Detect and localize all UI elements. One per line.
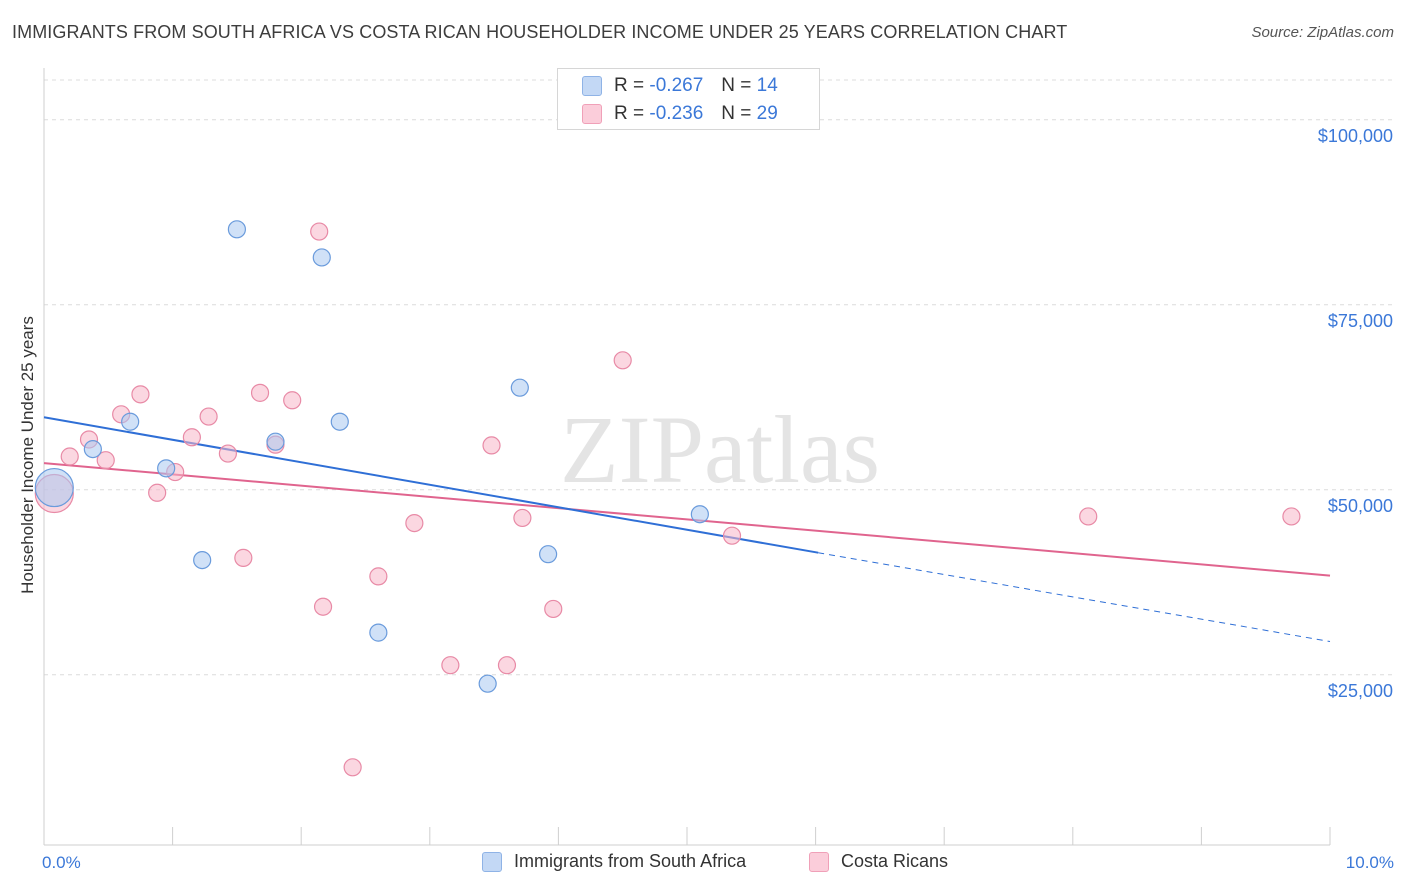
point-costa-ricans — [131, 385, 150, 404]
legend-n-value: 29 — [756, 103, 778, 124]
point-south-africa — [157, 459, 176, 478]
point-costa-ricans — [283, 391, 302, 410]
legend-n-label: N = — [721, 103, 752, 124]
legend-swatch-pink — [582, 104, 602, 124]
point-south-africa — [330, 412, 349, 431]
point-costa-ricans — [199, 407, 218, 426]
point-costa-ricans — [250, 383, 270, 402]
x-tick-label-min: 0.0% — [42, 853, 81, 872]
data-points — [34, 220, 1301, 777]
point-costa-ricans — [343, 758, 362, 777]
point-costa-ricans — [218, 444, 237, 463]
legend-swatch-blue — [582, 76, 602, 96]
point-south-africa — [121, 412, 140, 431]
point-costa-ricans — [497, 656, 517, 675]
point-costa-ricans — [96, 451, 115, 470]
point-costa-ricans — [182, 428, 201, 447]
legend-n-value: 14 — [756, 75, 778, 96]
point-costa-ricans — [482, 436, 501, 455]
point-costa-ricans — [544, 599, 563, 619]
axes — [43, 68, 1331, 846]
point-south-africa — [266, 432, 285, 451]
trend-lines — [43, 416, 1331, 642]
bottom-legend-label-costa-rica: Costa Ricans — [841, 851, 949, 871]
y-tick-label: $100,000 — [1317, 125, 1393, 146]
point-costa-ricans — [722, 526, 742, 545]
x-tick-label-max: 10.0% — [1345, 853, 1394, 872]
point-south-africa — [369, 623, 388, 642]
point-costa-ricans — [313, 597, 333, 616]
legend-row-costa-rica: R = -0.236 N = 29 — [582, 101, 778, 127]
legend-r-value: -0.267 — [649, 75, 704, 96]
point-south-africa — [478, 674, 497, 693]
point-south-africa — [312, 248, 331, 267]
point-costa-ricans — [148, 483, 167, 502]
gridlines — [44, 79, 1392, 676]
point-costa-ricans — [441, 656, 460, 675]
trend-line-south-africa — [43, 416, 819, 554]
legend-r-label: R = — [614, 103, 645, 124]
legend-row-south-africa: R = -0.267 N = 14 — [582, 73, 778, 99]
correlation-legend: R = -0.267 N = 14 R = -0.236 N = 29 — [557, 68, 820, 130]
point-costa-ricans — [60, 447, 79, 466]
point-costa-ricans — [1079, 507, 1098, 526]
point-costa-ricans — [405, 513, 424, 533]
point-south-africa — [690, 505, 709, 524]
point-south-africa — [193, 550, 212, 570]
bottom-legend-swatch-blue — [482, 851, 502, 872]
y-tick-label: $50,000 — [1327, 495, 1393, 516]
bottom-legend-label-south-africa: Immigrants from South Africa — [514, 851, 747, 871]
legend-n-label: N = — [721, 75, 752, 96]
y-axis-label: Householder Income Under 25 years — [18, 316, 37, 594]
point-south-africa — [539, 545, 558, 564]
legend-r-label: R = — [614, 75, 645, 96]
point-south-africa — [510, 378, 529, 397]
y-tick-label: $75,000 — [1327, 310, 1393, 331]
bottom-legend-south-africa: Immigrants from South Africa — [482, 851, 746, 872]
watermark: ZIPatlas — [560, 396, 880, 503]
point-south-africa — [83, 440, 102, 459]
point-south-africa — [227, 220, 246, 239]
point-costa-ricans — [1282, 507, 1301, 526]
bottom-legend-swatch-pink — [809, 851, 829, 872]
trend-line-costa-ricans — [43, 462, 1331, 577]
y-tick-label: $25,000 — [1327, 680, 1393, 701]
chart-title: IMMIGRANTS FROM SOUTH AFRICA VS COSTA RI… — [12, 22, 1068, 42]
legend-r-value: -0.236 — [649, 103, 704, 124]
point-costa-ricans — [513, 508, 532, 528]
point-costa-ricans — [613, 351, 632, 370]
source-label: Source: ZipAtlas.com — [1251, 24, 1394, 41]
trend-line-south-africa-extrapolated — [818, 552, 1331, 642]
bottom-legend-costa-rica: Costa Ricans — [809, 851, 948, 872]
point-south-africa — [34, 467, 74, 508]
point-costa-ricans — [310, 222, 329, 241]
point-costa-ricans — [234, 548, 253, 567]
point-costa-ricans — [369, 567, 388, 586]
